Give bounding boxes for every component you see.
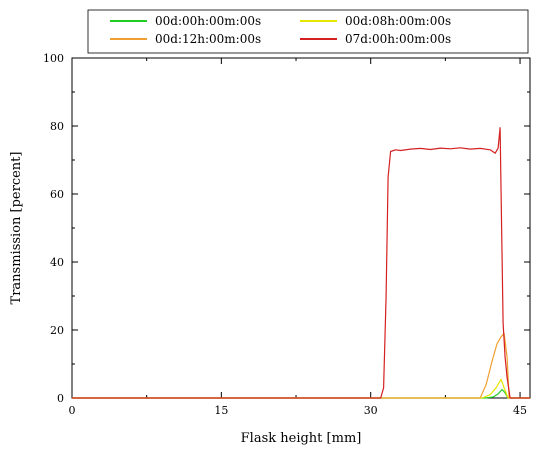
x-tick-label: 15 <box>214 404 228 417</box>
legend-label: 07d:00h:00m:00s <box>345 32 451 46</box>
series-line-2 <box>72 332 530 399</box>
legend-label: 00d:00h:00m:00s <box>155 14 261 28</box>
y-tick-label: 100 <box>43 52 64 65</box>
y-axis-label: Transmission [percent] <box>9 152 24 305</box>
y-tick-label: 0 <box>57 392 64 405</box>
x-axis-label: Flask height [mm] <box>241 431 362 446</box>
legend-box <box>87 9 529 54</box>
y-tick-label: 60 <box>50 188 64 201</box>
plot-area <box>71 57 531 399</box>
y-tick-label: 80 <box>50 120 64 133</box>
legend-label: 00d:08h:00m:00s <box>345 14 451 28</box>
series-line-1 <box>72 378 530 399</box>
y-tick-label: 20 <box>50 324 64 337</box>
legend-label: 00d:12h:00m:00s <box>155 32 261 46</box>
series-line-0 <box>72 388 530 399</box>
legend: 00d:00h:00m:00s 00d:08h:00m:00s 00d:12h:00… <box>87 9 529 54</box>
x-tick-label: 0 <box>69 404 76 417</box>
x-tick-label: 30 <box>364 404 378 417</box>
series-line-3 <box>72 127 530 399</box>
x-tick-label: 45 <box>513 404 527 417</box>
y-tick-label: 40 <box>50 256 64 269</box>
